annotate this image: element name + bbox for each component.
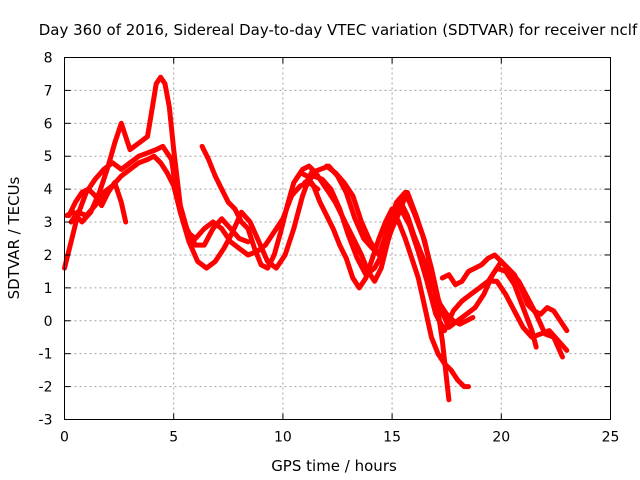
series-line-pass-7: [302, 173, 570, 353]
plot-frame: [64, 57, 611, 420]
tick-labels: 0 5 10 15 20 25 -3 -2 -1 0 1 2 3 4 5 6 7 8: [39, 51, 620, 446]
y-tick-label: -2: [39, 380, 53, 396]
y-tick-label: 2: [44, 248, 53, 264]
x-tick-label: 15: [383, 430, 401, 446]
y-tick-label: 5: [44, 149, 53, 165]
series-line-pass-9: [439, 252, 570, 334]
y-tick-label: 8: [44, 51, 53, 67]
y-tick-label: 6: [44, 116, 53, 132]
y-tick-label: -3: [39, 413, 53, 429]
y-tick-label: 0: [44, 314, 53, 330]
y-tick-label: 3: [44, 215, 53, 231]
series-line-pass-10: [477, 265, 539, 350]
y-tick-label: -1: [39, 347, 53, 363]
x-tick-label: 5: [169, 430, 178, 446]
y-axis-title: SDTVAR / TECUs: [5, 176, 23, 299]
series-line-pass-2: [64, 74, 251, 248]
x-axis-title: GPS time / hours: [271, 457, 397, 475]
x-tick-label: 0: [60, 430, 69, 446]
x-tick-label: 20: [492, 430, 510, 446]
y-tick-label: 7: [44, 83, 53, 99]
y-tick-label: 1: [44, 281, 53, 297]
series-group: [62, 74, 570, 403]
y-tick-label: 4: [44, 182, 53, 198]
series-line-pass-5: [199, 143, 471, 390]
chart-title: Day 360 of 2016, Sidereal Day-to-day VTE…: [39, 21, 638, 39]
x-tick-label: 25: [602, 430, 620, 446]
x-tick-label: 10: [274, 430, 292, 446]
axis-ticks: [64, 57, 611, 420]
